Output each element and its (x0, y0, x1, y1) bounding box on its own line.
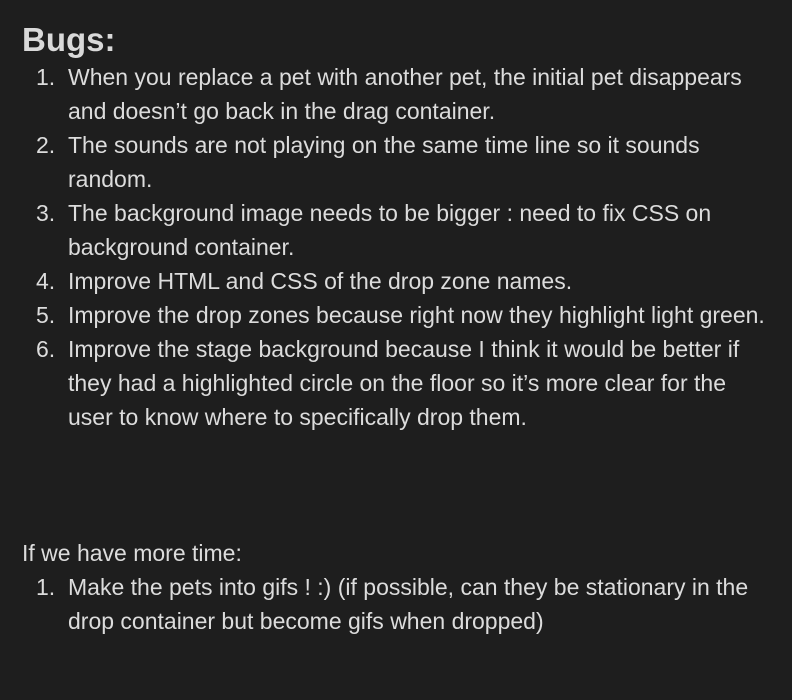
list-item-number: 4. (36, 268, 56, 294)
list-item-number: 2. (36, 132, 56, 158)
list-item-number: 1. (36, 64, 56, 90)
list-item-number: 3. (36, 200, 56, 226)
list-item-number: 5. (36, 302, 56, 328)
list-item: 5. Improve the drop zones because right … (36, 298, 776, 332)
list-item: 2. The sounds are not playing on the sam… (36, 128, 776, 196)
list-item: 1. Make the pets into gifs ! :) (if poss… (36, 570, 776, 638)
list-item-text: The background image needs to be bigger … (68, 200, 712, 260)
list-item: 1. When you replace a pet with another p… (36, 60, 776, 128)
more-time-list: 1. Make the pets into gifs ! :) (if poss… (36, 570, 776, 638)
bugs-list: 1. When you replace a pet with another p… (36, 60, 776, 434)
list-item-text: Improve HTML and CSS of the drop zone na… (68, 268, 573, 294)
list-item-number: 6. (36, 336, 56, 362)
list-item-text: Improve the drop zones because right now… (68, 302, 765, 328)
list-item-text: When you replace a pet with another pet,… (68, 64, 742, 124)
list-item-text: The sounds are not playing on the same t… (68, 132, 700, 192)
list-item: 4. Improve HTML and CSS of the drop zone… (36, 264, 776, 298)
list-item-number: 1. (36, 574, 56, 600)
more-time-heading: If we have more time: (22, 540, 242, 566)
list-item-text: Improve the stage background because I t… (68, 336, 740, 430)
list-item: 3. The background image needs to be bigg… (36, 196, 776, 264)
list-item-text: Make the pets into gifs ! :) (if possibl… (68, 574, 749, 634)
list-item: 6. Improve the stage background because … (36, 332, 776, 434)
bugs-heading: Bugs: (22, 21, 116, 58)
